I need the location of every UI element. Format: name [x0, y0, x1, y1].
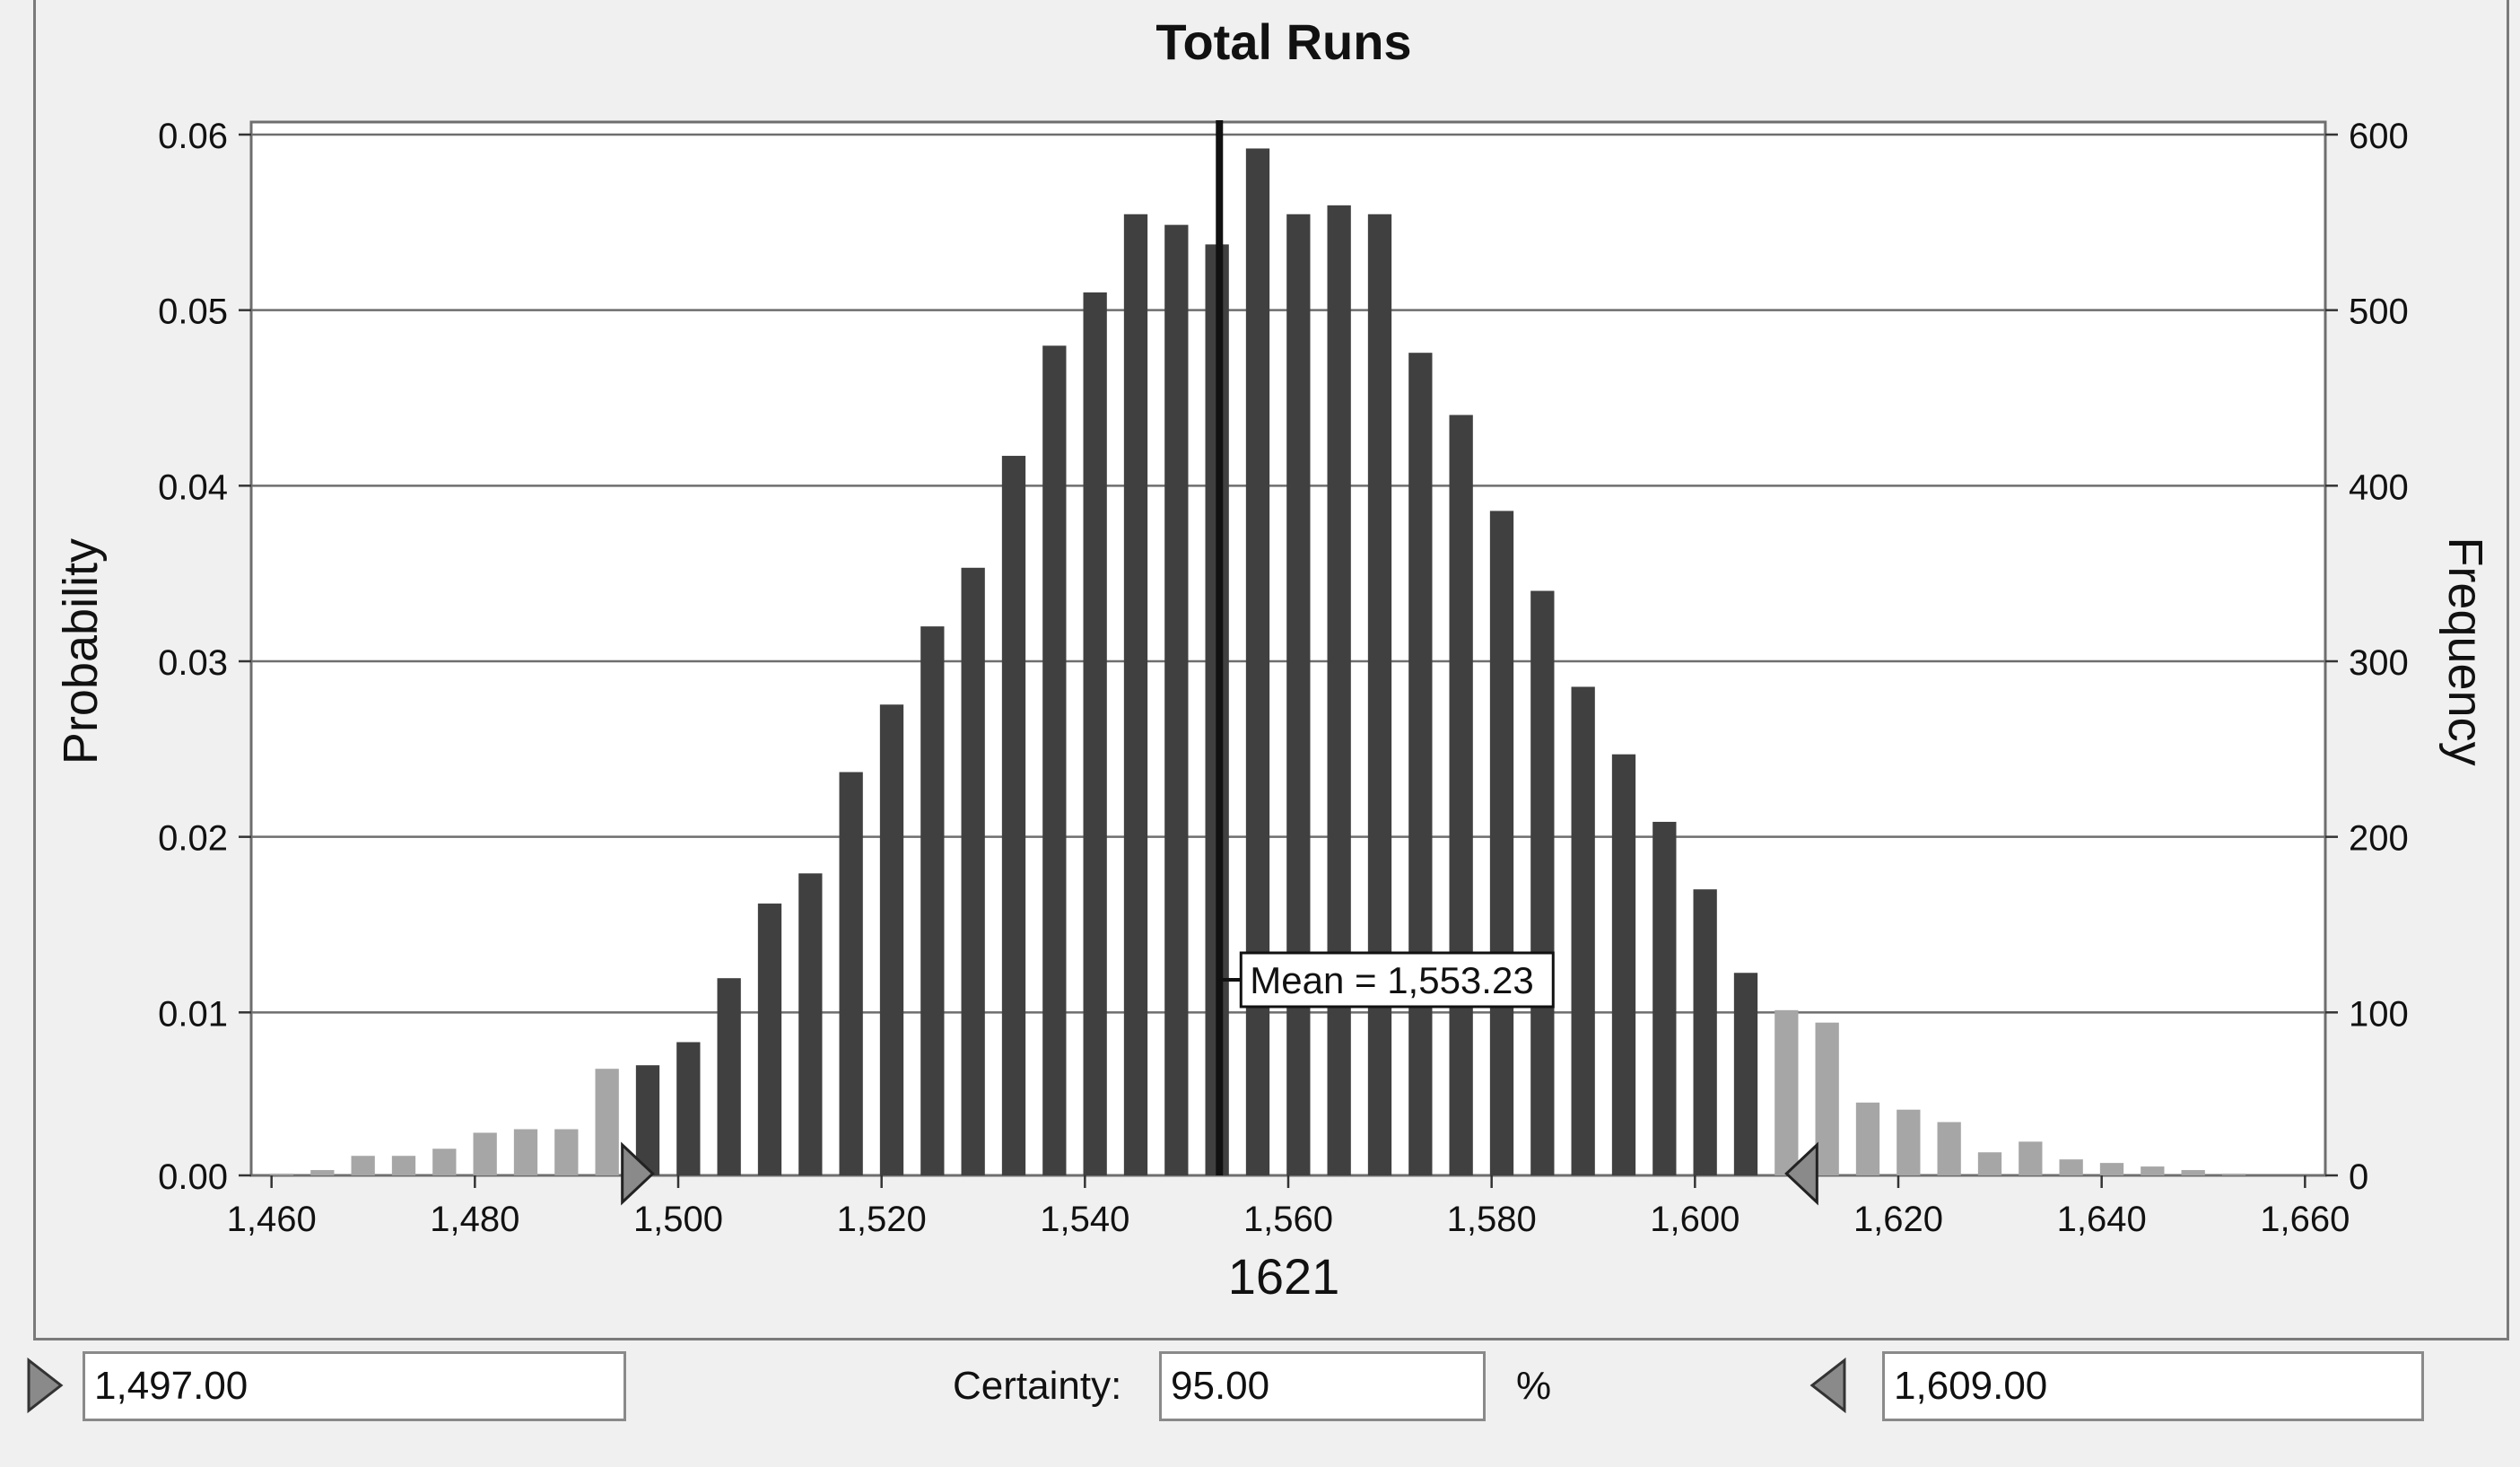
lower-bound-input[interactable]: 1,497.00 — [83, 1351, 626, 1421]
histogram-bar — [1611, 754, 1636, 1175]
certainty-label: Certainty: — [953, 1351, 1121, 1421]
histogram-bar — [1489, 511, 1514, 1175]
y-tick-label: 0.05 — [158, 293, 228, 332]
histogram-bar — [1083, 292, 1107, 1176]
upper-bound-arrow-icon[interactable] — [1809, 1357, 1848, 1414]
x-tick-label: 1,540 — [1040, 1200, 1129, 1239]
histogram-bar — [879, 704, 904, 1175]
y-right-tick-label: 300 — [2349, 643, 2409, 683]
histogram-bar — [1815, 1022, 1839, 1175]
histogram-bar — [1286, 214, 1311, 1176]
histogram-bar — [2221, 1174, 2246, 1175]
x-tick-label: 1,600 — [1650, 1200, 1740, 1239]
histogram-bar — [1042, 345, 1067, 1176]
histogram-bar — [920, 626, 945, 1175]
chart-panel: Mean = 1,553.23 0.00 0 0.01 100 0.02 200 0.03 3… — [33, 0, 2509, 1340]
mean-label-box — [1239, 951, 1555, 1009]
y-axis-label: Probability — [54, 538, 108, 764]
histogram-bar — [2181, 1170, 2205, 1175]
histogram-bar — [676, 1042, 701, 1175]
histogram-bar — [961, 567, 985, 1175]
histogram-bar — [269, 1174, 294, 1175]
histogram-bar — [1327, 205, 1351, 1175]
x-tick-label: 1,500 — [633, 1200, 723, 1239]
histogram-bar — [1530, 590, 1555, 1175]
histogram-bar — [798, 873, 823, 1175]
histogram-bar — [351, 1156, 375, 1175]
x-tick-label: 1,460 — [227, 1200, 317, 1239]
histogram-bar — [757, 904, 782, 1175]
histogram-bar — [2099, 1163, 2124, 1175]
mean-label: Mean = 1,553.23 — [1250, 959, 1533, 1001]
x-tick-label: 1,520 — [837, 1200, 927, 1239]
histogram-chart: Mean = 1,553.23 0.00 0 0.01 100 0.02 200 0.03 3… — [54, 13, 2492, 1305]
x-tick-label: 1,660 — [2260, 1200, 2350, 1239]
histogram-bar — [1449, 415, 1473, 1176]
y-tick-label: 0.03 — [158, 643, 228, 683]
histogram-bar — [1123, 214, 1148, 1176]
histogram-bar — [1733, 973, 1758, 1175]
y-right-tick-label: 400 — [2349, 467, 2409, 507]
histogram-bar — [1897, 1109, 1921, 1175]
histogram-bar — [1937, 1122, 1961, 1175]
y-right-tick-label: 200 — [2349, 819, 2409, 859]
y-tick-label: 0.00 — [158, 1157, 228, 1197]
certainty-input[interactable]: 95.00 — [1159, 1351, 1486, 1421]
histogram-bar — [310, 1170, 335, 1175]
histogram-bar — [1245, 148, 1270, 1175]
y-right-tick-label: 600 — [2349, 117, 2409, 156]
histogram-bar — [1001, 456, 1026, 1175]
x-tick-label: 1,480 — [430, 1200, 519, 1239]
chart-title: Total Runs — [1155, 13, 1411, 70]
y-axis-right-label: Frequency — [2438, 537, 2492, 765]
y-tick-label: 0.02 — [158, 819, 228, 859]
histogram-bar — [1164, 224, 1189, 1175]
histogram-bar — [1408, 353, 1433, 1175]
x-tick-label: 1,620 — [1853, 1200, 1943, 1239]
histogram-bar — [595, 1069, 619, 1175]
lower-bound-slider-icon[interactable] — [621, 1141, 655, 1206]
y-right-tick-label: 0 — [2349, 1157, 2368, 1197]
histogram-bar — [839, 772, 863, 1175]
x-tick-label: 1,560 — [1243, 1200, 1333, 1239]
percent-label: % — [1516, 1364, 1552, 1408]
histogram-bar — [1977, 1152, 2002, 1175]
histogram-bar — [1571, 686, 1595, 1175]
x-axis-label: 1621 — [1228, 1248, 1340, 1305]
y-right-tick-label: 100 — [2349, 994, 2409, 1034]
histogram-bar — [432, 1148, 457, 1175]
histogram-bar — [2059, 1159, 2083, 1175]
histogram-bar — [717, 978, 741, 1175]
histogram-bar — [391, 1156, 416, 1175]
histogram-bar — [1652, 821, 1677, 1175]
upper-bound-slider-icon[interactable] — [1784, 1141, 1818, 1206]
y-right-tick-label: 500 — [2349, 293, 2409, 332]
histogram-bar — [2019, 1141, 2043, 1175]
y-tick-label: 0.06 — [158, 117, 228, 156]
histogram-bar — [1693, 889, 1717, 1175]
histogram-bar — [554, 1129, 579, 1175]
histogram-bar — [635, 1065, 660, 1175]
y-tick-label: 0.01 — [158, 994, 228, 1034]
histogram-bar — [1855, 1102, 1880, 1175]
x-tick-label: 1,580 — [1447, 1200, 1537, 1239]
x-tick-label: 1,640 — [2057, 1200, 2147, 1239]
certainty-label-text: Certainty: — [953, 1364, 1122, 1408]
histogram-bar — [2141, 1166, 2165, 1175]
upper-bound-input[interactable]: 1,609.00 — [1882, 1351, 2424, 1421]
histogram-bar — [1774, 1009, 1799, 1175]
histogram-bar — [1367, 214, 1392, 1176]
lower-bound-arrow-icon[interactable] — [25, 1357, 65, 1414]
histogram-bar — [513, 1129, 538, 1175]
certainty-bar: 1,497.00 Certainty: 95.00 % 1,609.00 — [0, 1340, 2520, 1467]
histogram-bar — [473, 1132, 497, 1175]
y-tick-label: 0.04 — [158, 467, 228, 507]
